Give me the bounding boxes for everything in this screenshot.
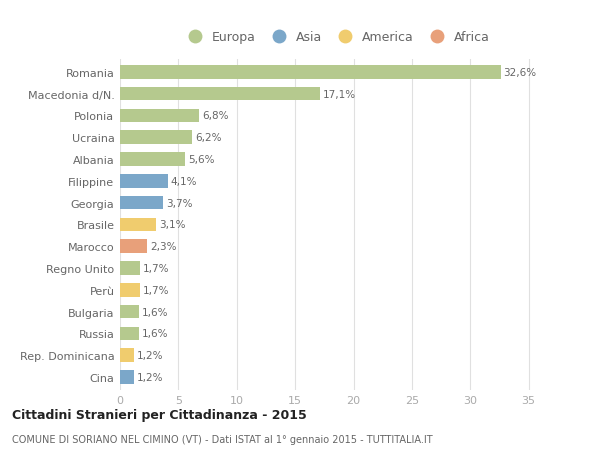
Bar [120, 109, 199, 123]
Bar [120, 131, 193, 145]
Text: 1,2%: 1,2% [137, 372, 163, 382]
Bar [120, 218, 156, 232]
Bar [120, 88, 320, 101]
Text: 5,6%: 5,6% [188, 155, 215, 165]
Bar [120, 153, 185, 167]
Text: 1,2%: 1,2% [137, 350, 163, 360]
Bar [120, 370, 134, 384]
Text: 3,1%: 3,1% [159, 220, 185, 230]
Text: 4,1%: 4,1% [171, 176, 197, 186]
Bar [120, 66, 500, 79]
Text: 1,6%: 1,6% [142, 307, 168, 317]
Bar [120, 305, 139, 319]
Bar [120, 175, 168, 188]
Bar [120, 196, 163, 210]
Text: 6,2%: 6,2% [196, 133, 222, 143]
Text: 1,7%: 1,7% [143, 263, 169, 274]
Text: 17,1%: 17,1% [323, 90, 356, 100]
Text: Cittadini Stranieri per Cittadinanza - 2015: Cittadini Stranieri per Cittadinanza - 2… [12, 409, 307, 421]
Bar [120, 349, 134, 362]
Legend: Europa, Asia, America, Africa: Europa, Asia, America, Africa [179, 29, 493, 47]
Bar [120, 240, 147, 253]
Bar [120, 283, 140, 297]
Text: 1,7%: 1,7% [143, 285, 169, 295]
Text: 1,6%: 1,6% [142, 329, 168, 339]
Text: 32,6%: 32,6% [503, 68, 536, 78]
Bar [120, 327, 139, 341]
Text: COMUNE DI SORIANO NEL CIMINO (VT) - Dati ISTAT al 1° gennaio 2015 - TUTTITALIA.I: COMUNE DI SORIANO NEL CIMINO (VT) - Dati… [12, 434, 433, 444]
Text: 2,3%: 2,3% [150, 241, 176, 252]
Bar [120, 262, 140, 275]
Text: 3,7%: 3,7% [166, 198, 193, 208]
Text: 6,8%: 6,8% [202, 111, 229, 121]
